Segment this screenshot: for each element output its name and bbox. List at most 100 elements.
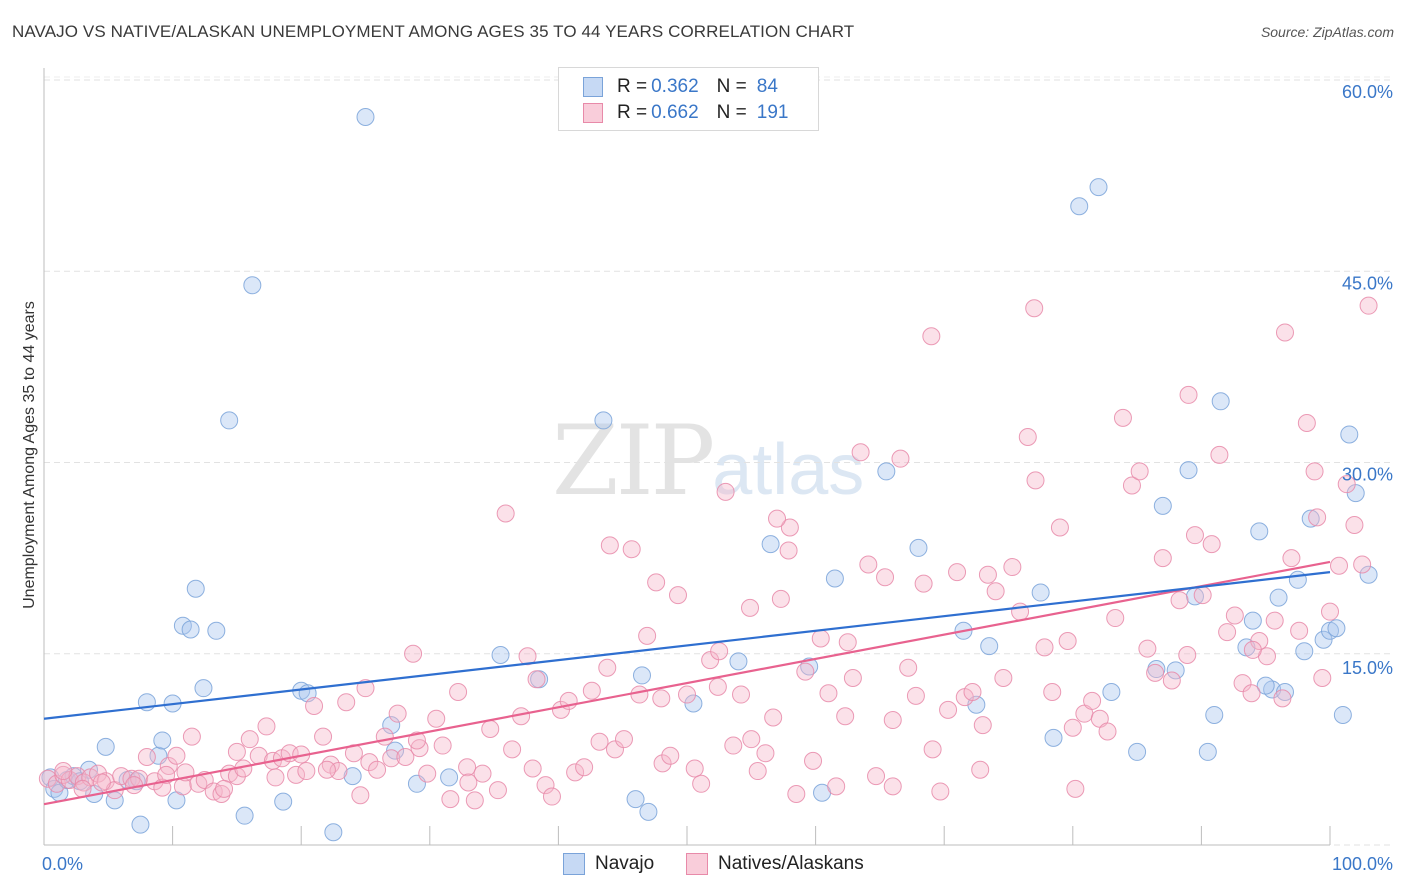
natives-point — [1063, 718, 1082, 737]
natives-point — [1202, 535, 1221, 554]
natives-point — [54, 762, 73, 781]
natives-point — [1153, 549, 1172, 568]
natives-point — [779, 541, 798, 560]
natives-point — [931, 782, 950, 801]
natives-point — [1243, 640, 1262, 659]
natives-point — [38, 769, 57, 788]
legend-r-value-natives: 0.662 — [651, 102, 699, 123]
natives-point — [496, 504, 515, 523]
natives-point — [360, 753, 379, 772]
natives-point — [748, 762, 767, 781]
natives-point — [851, 443, 870, 462]
natives-point — [465, 791, 484, 810]
navajo-point — [626, 790, 645, 809]
natives-point — [605, 740, 624, 759]
navajo-point — [356, 107, 375, 126]
natives-point — [523, 759, 542, 778]
natives-point — [1313, 668, 1332, 687]
navajo-point — [181, 620, 200, 639]
navajo-point — [274, 792, 293, 811]
natives-point — [1297, 413, 1316, 432]
natives-point — [305, 697, 324, 716]
natives-point — [1210, 445, 1229, 464]
natives-point — [678, 685, 696, 704]
natives-point — [1225, 606, 1244, 625]
navajo-point — [1295, 642, 1314, 661]
natives-point — [1359, 296, 1378, 315]
natives-point — [804, 751, 823, 770]
natives-point — [838, 633, 857, 652]
natives-point — [685, 759, 704, 778]
navajo-point — [324, 823, 343, 842]
navajo-point — [1340, 425, 1359, 444]
natives-point — [433, 736, 452, 755]
natives-point — [1050, 518, 1069, 537]
navajo-point — [153, 731, 172, 750]
natives-point — [780, 518, 799, 537]
natives-point — [337, 693, 356, 712]
navajo-point — [1256, 676, 1275, 695]
navajo-point — [639, 802, 658, 821]
natives-point — [1025, 299, 1044, 318]
natives-point — [1026, 471, 1045, 490]
natives-point — [536, 776, 555, 795]
natives-point — [427, 709, 446, 728]
natives-point — [1193, 586, 1212, 605]
natives-point — [1170, 591, 1189, 610]
natives-point — [404, 644, 423, 663]
natives-point — [314, 727, 333, 746]
navajo-point — [194, 679, 213, 698]
legend-r-value-navajo: 0.362 — [651, 76, 699, 97]
natives-point — [388, 704, 407, 723]
navajo-point — [1166, 661, 1185, 680]
navajo-point — [96, 737, 115, 756]
natives-point — [137, 748, 156, 767]
natives-point — [112, 767, 131, 786]
navajo-point — [1288, 570, 1307, 589]
natives-point — [582, 681, 601, 700]
natives-point — [978, 565, 997, 584]
natives-point — [768, 509, 787, 528]
chart-title: NAVAJO VS NATIVE/ALASKAN UNEMPLOYMENT AM… — [12, 22, 855, 41]
natives-point — [481, 719, 500, 738]
natives-point — [1337, 475, 1356, 494]
bottom-legend-label-natives: Natives/Alaskans — [718, 853, 864, 874]
navajo-point — [594, 411, 613, 430]
natives-point — [638, 626, 657, 645]
natives-point — [973, 716, 992, 735]
natives-point — [1130, 462, 1149, 481]
natives-point — [518, 647, 537, 666]
natives-point — [1162, 671, 1181, 690]
legend-row-navajo: R = 0.362 N = 84 — [583, 74, 782, 100]
navajo-point — [1179, 461, 1198, 480]
natives-point — [923, 740, 942, 759]
natives-point — [661, 746, 680, 765]
natives-point — [1305, 462, 1324, 481]
natives-point — [449, 683, 468, 701]
natives-point — [963, 683, 982, 701]
navajo-point — [1102, 683, 1121, 701]
navajo-point — [980, 637, 999, 656]
navajo-point — [1327, 619, 1346, 638]
natives-point — [418, 764, 437, 783]
navajo-point — [684, 694, 703, 713]
navajo-point — [909, 538, 928, 557]
natives-point — [1018, 428, 1037, 446]
natives-point — [867, 767, 886, 786]
stats-legend: R = 0.362 N = 84 R = 0.662 N = 191 — [558, 67, 819, 131]
natives-point — [1043, 683, 1062, 701]
natives-point — [1178, 646, 1197, 665]
navajo-point — [761, 535, 780, 554]
natives-point — [89, 764, 108, 783]
natives-point — [1066, 779, 1085, 798]
natives-point — [1179, 385, 1198, 404]
natives-point — [771, 589, 790, 608]
navajo-point — [1128, 742, 1147, 761]
natives-point — [317, 760, 336, 779]
natives-point — [575, 758, 594, 777]
navajo-point — [1044, 728, 1063, 747]
legend-swatch-natives — [583, 103, 603, 123]
natives-point — [741, 598, 760, 617]
natives-point — [92, 773, 111, 792]
natives-point — [600, 536, 619, 555]
